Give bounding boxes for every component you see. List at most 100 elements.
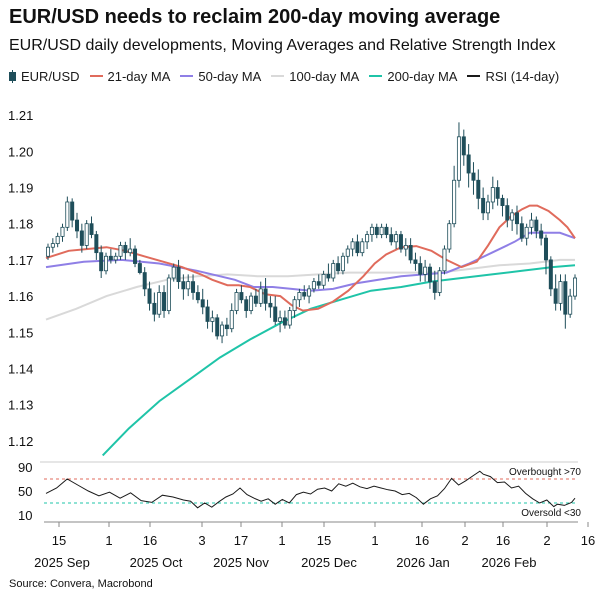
x-month-label: 2025 Dec [301,555,357,570]
candle-body [200,299,205,308]
candle-body [466,154,471,174]
candle-body [461,136,466,156]
candle-body [99,252,104,272]
candle-body [108,255,113,261]
candle-body [287,310,292,326]
candle-body [46,246,51,257]
candle-body [50,243,55,248]
candle-body [210,317,215,322]
x-tick-label: 16 [496,533,510,548]
oversold-label: Oversold <30 [521,508,581,519]
overbought-label: Overbought >70 [509,467,581,478]
candle-body [60,226,65,237]
candle-body [278,317,283,322]
candle-body [374,226,379,235]
candle-body [75,219,80,232]
candle-body [239,292,244,301]
candle-body [195,292,200,301]
candle-body [215,317,220,337]
candle-body [495,187,500,199]
candle-body [162,292,167,311]
line-swatch-icon [467,75,481,77]
legend-label: RSI (14-day) [485,68,560,84]
ma-line-100day [45,258,575,321]
y-tick-label: 1.19 [8,181,33,196]
candle-body [365,234,370,243]
candle-body [282,317,287,326]
x-tick-label: 16 [415,533,429,548]
y-tick-label: 1.15 [8,325,33,340]
x-tick-label: 1 [278,533,285,548]
x-month-label: 2025 Oct [130,555,183,570]
candle-body [524,226,529,239]
y-tick-label: 1.21 [8,108,33,123]
candle-body [394,234,399,243]
x-tick-label: 1 [371,533,378,548]
candle-body [442,248,447,272]
y-tick-label: 1.18 [8,217,33,232]
x-tick-label: 2 [461,533,468,548]
candle-body [249,295,254,311]
candle-body [505,205,510,221]
legend-item-ma200: 200-day MA [369,69,457,84]
x-tick-label: 16 [581,533,595,548]
candle-body [423,266,428,275]
legend: EUR/USD 21-day MA 50-day MA 100-day MA 2… [9,66,569,86]
candle-body [292,299,297,311]
y-tick-label: 1.12 [8,434,33,449]
candle-body [65,201,70,228]
candle-body [224,324,229,330]
candle-body [205,306,210,322]
legend-item-eurusd: EUR/USD [9,69,80,84]
candle-body [302,292,307,297]
candle-body [529,219,534,228]
candle-body [79,230,84,246]
legend-label: EUR/USD [21,68,80,84]
candle-body [553,288,558,304]
candle-body [452,179,457,225]
candle-body [427,266,432,283]
ma-line-21day [45,204,576,312]
candle-body [118,245,123,257]
candle-body [70,201,75,221]
candle-body [413,259,418,264]
x-month-label: 2025 Sep [34,555,90,570]
line-swatch-icon [180,75,194,77]
candle-body [220,324,225,337]
candle-body [311,281,316,290]
x-tick-label: 15 [317,533,331,548]
candle-body [89,223,94,235]
candle-body [456,136,461,181]
candle-body [55,235,60,245]
candlestick-icon [9,69,16,83]
rsi-line [45,470,576,509]
candle-body [123,245,128,254]
candle-body [510,212,515,221]
rsi-tick-label: 10 [18,508,32,523]
candle-body [166,277,171,311]
candle-body [253,295,258,304]
x-tick-label: 15 [52,533,66,548]
legend-item-ma21: 21-day MA [89,69,170,84]
legend-label: 50-day MA [198,68,262,84]
candle-body [345,248,350,257]
y-tick-label: 1.17 [8,253,33,268]
candle-body [84,223,89,246]
candle-body [548,259,553,290]
chart-subtitle: EUR/USD daily developments, Moving Avera… [9,37,556,54]
rsi-tick-label: 50 [18,484,32,499]
candle-body [490,187,495,203]
candle-body [481,197,486,214]
candle-body [331,263,336,279]
ma-line-200day [101,264,576,457]
x-tick-label: 2 [543,533,550,548]
candle-body [355,241,360,254]
candle-body [147,288,152,304]
candle-body [437,270,442,293]
candle-body [543,237,548,261]
x-month-label: 2026 Jan [396,555,450,570]
candle-body [297,292,302,301]
legend-item-ma50: 50-day MA [180,69,261,84]
candle-body [336,263,341,272]
